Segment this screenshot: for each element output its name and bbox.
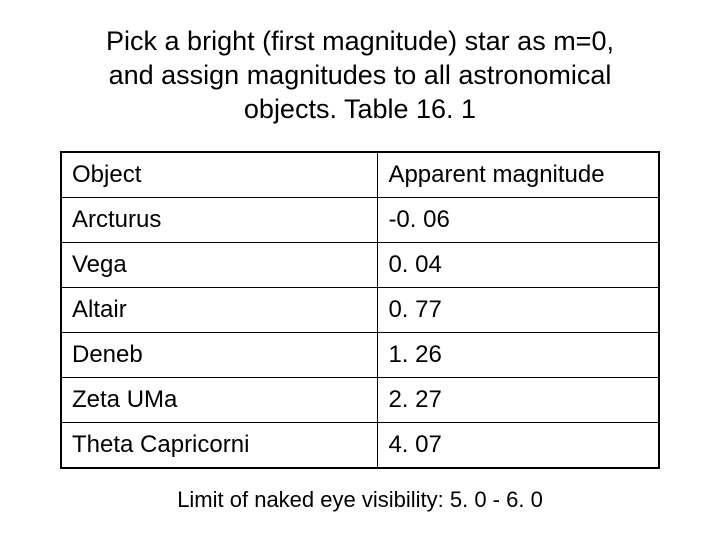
slide-title: Pick a bright (first magnitude) star as …	[80, 25, 640, 126]
cell-object: Deneb	[61, 333, 378, 378]
table-row: Altair 0. 77	[61, 288, 659, 333]
table-row: Arcturus -0. 06	[61, 198, 659, 243]
cell-object: Altair	[61, 288, 378, 333]
cell-magnitude: -0. 06	[378, 198, 659, 243]
cell-object: Theta Capricorni	[61, 423, 378, 469]
cell-magnitude: 1. 26	[378, 333, 659, 378]
cell-object: Vega	[61, 243, 378, 288]
table-header-row: Object Apparent magnitude	[61, 152, 659, 198]
cell-magnitude: 0. 77	[378, 288, 659, 333]
cell-object: Arcturus	[61, 198, 378, 243]
cell-object: Zeta UMa	[61, 378, 378, 423]
cell-magnitude: 0. 04	[378, 243, 659, 288]
footer-note: Limit of naked eye visibility: 5. 0 - 6.…	[60, 487, 660, 513]
magnitude-table: Object Apparent magnitude Arcturus -0. 0…	[60, 151, 660, 469]
table-row: Vega 0. 04	[61, 243, 659, 288]
cell-magnitude: 4. 07	[378, 423, 659, 469]
slide-container: Pick a bright (first magnitude) star as …	[0, 0, 720, 540]
table-row: Zeta UMa 2. 27	[61, 378, 659, 423]
col-header-magnitude: Apparent magnitude	[378, 152, 659, 198]
table-row: Deneb 1. 26	[61, 333, 659, 378]
table-row: Theta Capricorni 4. 07	[61, 423, 659, 469]
cell-magnitude: 2. 27	[378, 378, 659, 423]
col-header-object: Object	[61, 152, 378, 198]
